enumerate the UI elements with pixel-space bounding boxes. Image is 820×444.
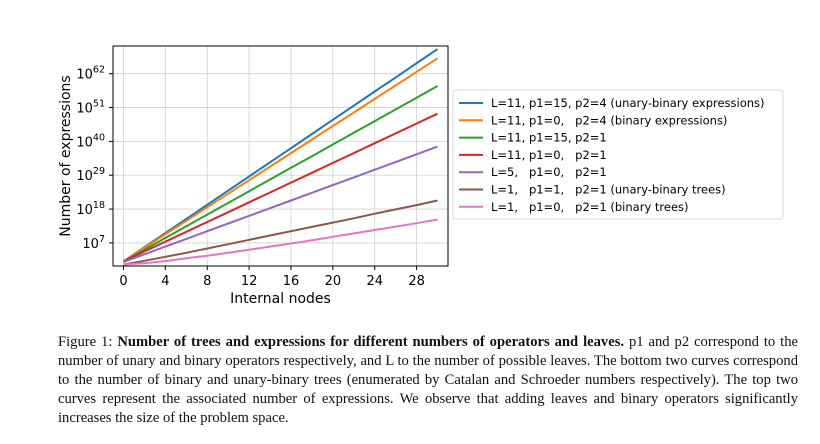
legend-entry-3: L=11, p1=15, p2=1 <box>491 131 607 145</box>
x-tick-label: 4 <box>161 274 169 289</box>
x-axis-label: Internal nodes <box>230 291 331 307</box>
y-tick-label: 1062 <box>76 65 105 83</box>
figure-caption: Figure 1: Number of trees and expression… <box>58 333 798 428</box>
x-tick-label: 28 <box>408 274 425 289</box>
series-line-5 <box>123 145 438 263</box>
legend-entry-7: L=1, p1=0, p2=1 (binary trees) <box>491 200 689 214</box>
x-tick-label: 8 <box>203 274 211 289</box>
y-tick-label: 1029 <box>76 166 105 184</box>
y-axis-label: Number of expressions <box>58 75 74 236</box>
series-line-6 <box>123 199 438 266</box>
plot-frame <box>112 45 449 267</box>
caption-label: Figure 1: <box>58 334 113 350</box>
series-line-4 <box>123 112 438 263</box>
legend: L=11, p1=15, p2=4 (unary-binary expressi… <box>452 89 784 220</box>
legend-entry-6: L=1, p1=1, p2=1 (unary-binary trees) <box>491 183 726 197</box>
series-line-7 <box>123 218 438 266</box>
series-line-2 <box>122 57 439 263</box>
legend-entry-2: L=11, p1=0, p2=4 (binary expressions) <box>491 113 727 127</box>
y-tick-label: 1051 <box>76 99 105 117</box>
caption-body: p1 and p2 correspond to the number of un… <box>58 334 798 426</box>
series-line-1 <box>122 48 439 263</box>
legend-entry-4: L=11, p1=0, p2=1 <box>491 148 607 162</box>
series-lines <box>122 48 439 266</box>
caption-title: Number of trees and expressions for diff… <box>117 334 625 350</box>
grid <box>113 46 448 266</box>
x-tick-label: 0 <box>119 274 127 289</box>
line-chart: 0 4 8 12 16 20 24 28 107 1018 1029 1040 1051 1062 Int… <box>58 45 784 307</box>
legend-box <box>452 89 784 220</box>
x-tick-label: 16 <box>283 274 300 289</box>
axis-ticks: 0 4 8 12 16 20 24 28 107 1018 1029 1040 1051 1062 <box>76 65 425 289</box>
legend-entry-5: L=5, p1=0, p2=1 <box>491 165 607 179</box>
y-tick-label: 107 <box>82 234 105 252</box>
y-tick-label: 1018 <box>76 200 105 218</box>
y-tick-label: 1040 <box>76 132 105 150</box>
legend-entry-1: L=11, p1=15, p2=4 (unary-binary expressi… <box>491 96 765 110</box>
figure: 0 4 8 12 16 20 24 28 107 1018 1029 1040 1051 1062 Int… <box>58 45 784 307</box>
series-line-3 <box>123 85 438 263</box>
x-tick-label: 20 <box>325 274 342 289</box>
x-tick-label: 12 <box>241 274 258 289</box>
x-tick-label: 24 <box>366 274 383 289</box>
